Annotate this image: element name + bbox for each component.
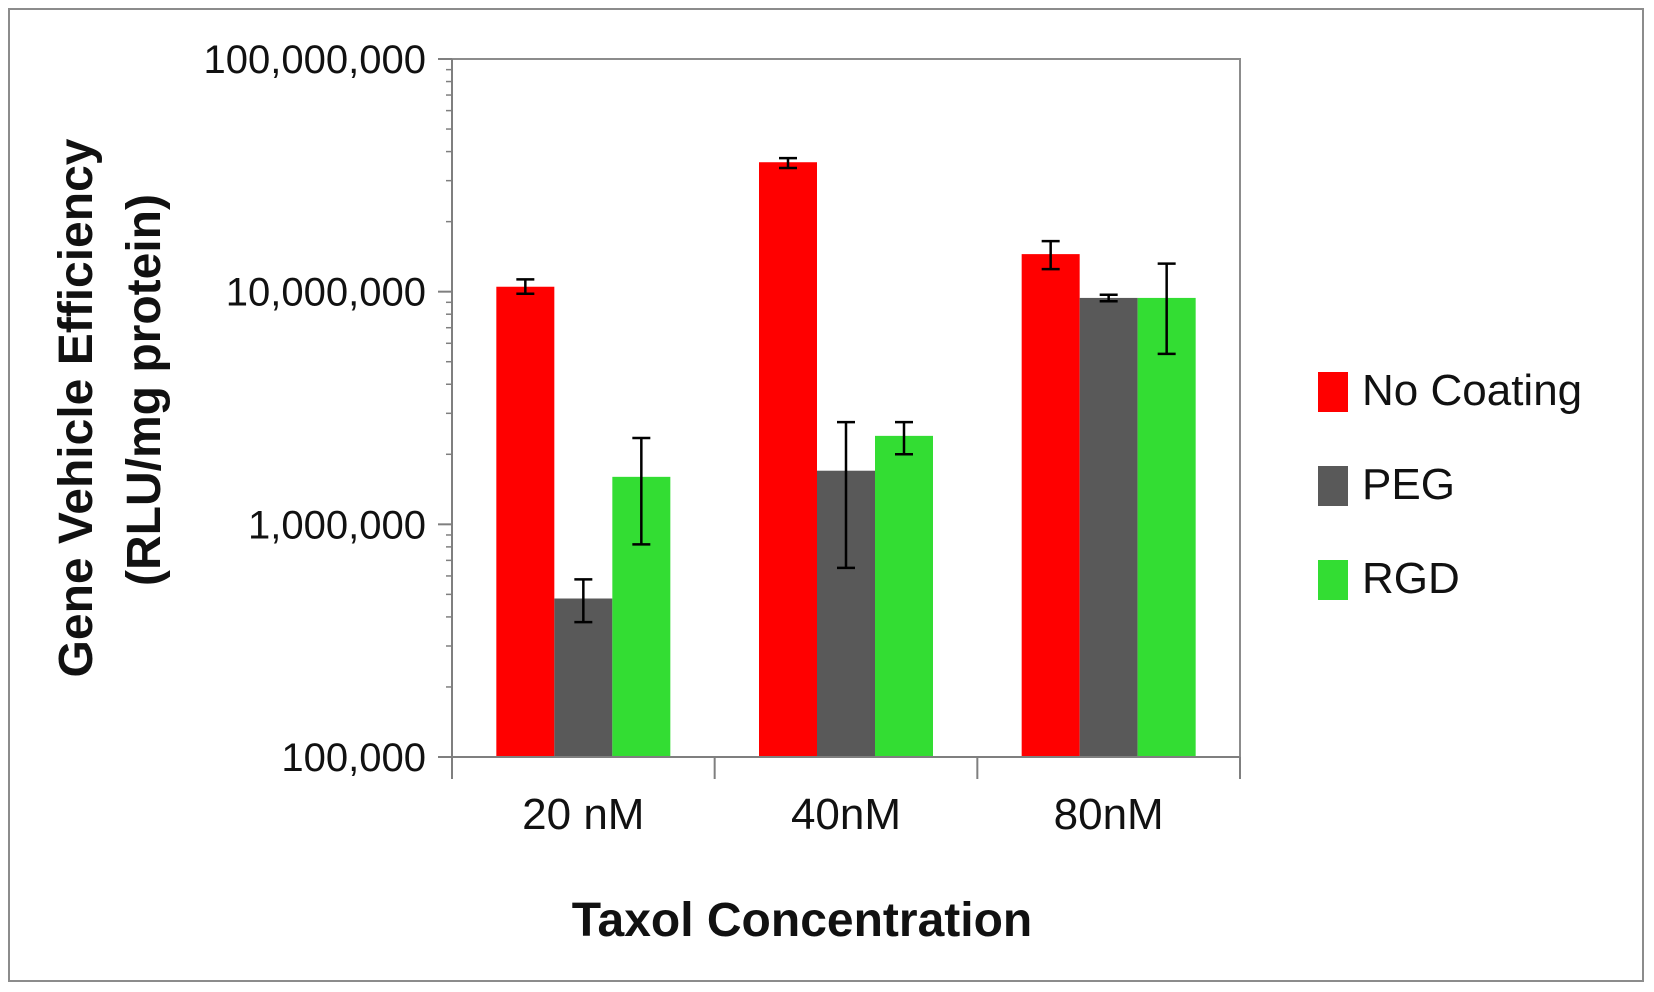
error-bars xyxy=(516,156,1176,624)
y-tick-label: 100,000 xyxy=(281,736,426,780)
bar xyxy=(759,162,817,757)
x-tick-label: 20 nM xyxy=(522,790,644,839)
y-axis: 100,000 1,000,000 10,000,000 100,000,000 xyxy=(204,38,453,780)
legend: No Coating PEG RGD xyxy=(1318,366,1582,603)
bars xyxy=(496,162,1196,757)
legend-swatch xyxy=(1318,560,1348,600)
bar xyxy=(554,598,613,757)
x-axis-title: Taxol Concentration xyxy=(572,894,1032,947)
legend-label: PEG xyxy=(1362,460,1455,509)
legend-label: RGD xyxy=(1362,554,1460,603)
legend-swatch xyxy=(1318,372,1348,412)
y-axis-title: Gene Vehicle Efficiency xyxy=(50,138,103,677)
y-tick-label: 100,000,000 xyxy=(204,38,426,82)
bar xyxy=(875,435,933,757)
bar xyxy=(496,286,555,757)
y-tick-label: 1,000,000 xyxy=(248,503,426,547)
bar xyxy=(1079,297,1138,757)
x-tick-label: 40nM xyxy=(791,790,901,839)
legend-label: No Coating xyxy=(1362,366,1582,415)
x-tick-label: 80nM xyxy=(1054,790,1164,839)
y-tick-label: 10,000,000 xyxy=(226,271,426,315)
bar xyxy=(1137,297,1196,757)
y-axis-title-units: (RLU/mg protein) xyxy=(118,194,171,586)
legend-swatch xyxy=(1318,466,1348,506)
x-axis: 20 nM 40nM 80nM xyxy=(451,756,1241,839)
bar xyxy=(1021,254,1080,757)
